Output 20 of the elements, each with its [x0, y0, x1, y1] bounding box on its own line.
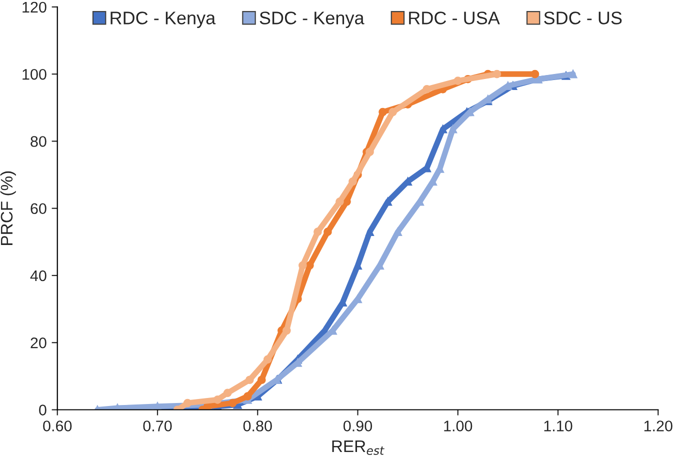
y-tick-label: 120: [22, 2, 46, 13]
legend-label: RDC - Kenya: [110, 12, 216, 28]
legend-label: RDC - USA: [409, 12, 500, 24]
y-tick-label: 40: [30, 270, 46, 282]
legend-label: SDC - US: [544, 12, 622, 24]
x-tick-label: 0.90: [343, 420, 372, 432]
x-axis-title: RER$_{est}$: [332, 440, 384, 455]
x-tick-label: 1.20: [644, 420, 672, 432]
x-tick-label: 0.60: [43, 420, 72, 432]
x-tick-label: 1.00: [444, 420, 472, 432]
y-tick-label: 100: [22, 68, 46, 80]
y-axis-title: PRCF (%): [0, 171, 16, 245]
y-tick-label: 80: [30, 136, 46, 147]
y-tick-label: 60: [30, 203, 46, 214]
y-tick-label: 20: [30, 337, 46, 348]
x-tick-label: 0.70: [143, 420, 172, 432]
legend-label: SDC - Kenya: [260, 12, 364, 28]
x-tick-label: 1.10: [544, 420, 572, 432]
y-tick-label: 0: [39, 404, 46, 416]
x-tick-label: 0.80: [243, 420, 272, 432]
